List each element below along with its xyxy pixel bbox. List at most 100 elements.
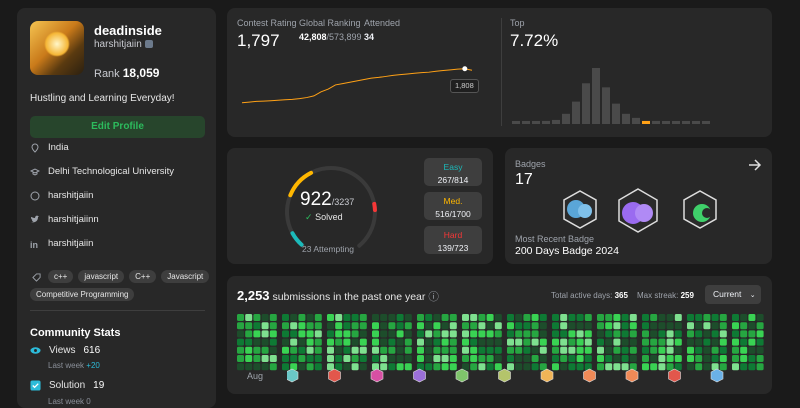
heatmap-cell	[597, 346, 604, 354]
monthly-badge-icon[interactable]	[328, 368, 341, 383]
heatmap-cell	[560, 363, 568, 371]
heatmap-cell	[621, 314, 629, 321]
heatmap-cell	[711, 338, 719, 346]
heatmap-cell	[351, 314, 359, 321]
monthly-badge-icon[interactable]	[710, 368, 724, 383]
heatmap-cell	[666, 322, 674, 330]
heatmap-cell	[507, 322, 514, 330]
github-link[interactable]: harshitjaiin	[30, 190, 93, 201]
heatmap-cell	[552, 346, 559, 354]
histogram-bar	[612, 103, 620, 124]
heatmap-cell	[237, 322, 244, 330]
heatmap-cell	[372, 330, 379, 338]
heatmap-cell	[629, 330, 637, 338]
heatmap-cell	[441, 322, 449, 330]
skill-tag[interactable]: Competitive Programming	[30, 288, 135, 301]
heatmap-cell	[478, 338, 486, 346]
monthly-badge-icon[interactable]	[287, 368, 299, 383]
heatmap-cell	[748, 363, 756, 371]
heatmap-cell	[486, 330, 494, 338]
monthly-badge-icon[interactable]	[498, 368, 511, 383]
heatmap-cell	[306, 322, 314, 330]
heatmap-cell	[605, 363, 613, 371]
heatmap-cell	[674, 338, 682, 346]
monthly-badge-icon[interactable]	[668, 368, 681, 383]
heatmap-cell	[470, 322, 478, 330]
global-ranking-label: Global Ranking	[299, 18, 361, 28]
heatmap-cell	[486, 322, 494, 330]
heatmap-cell	[327, 330, 334, 338]
eye-icon	[30, 347, 41, 354]
heatmap-cell	[523, 355, 531, 362]
monthly-badge-icon[interactable]	[413, 368, 426, 383]
monthly-badge-icon[interactable]	[583, 368, 596, 383]
heatmap-cell	[425, 363, 433, 371]
heatmap-cell	[380, 346, 388, 354]
heatmap-cell	[494, 314, 502, 321]
heatmap-cell	[732, 355, 739, 362]
heatmap-cell	[359, 330, 367, 338]
heatmap-cell	[462, 322, 469, 330]
heatmap-cell	[539, 338, 547, 346]
heatmap-cell	[396, 314, 404, 321]
heatmap-cell	[359, 355, 367, 362]
skill-tag[interactable]: C++	[129, 270, 157, 283]
avatar[interactable]	[30, 21, 84, 75]
contest-rating-value: 1,797	[237, 31, 280, 50]
heatmap-cell	[380, 322, 388, 330]
top-histogram[interactable]	[512, 68, 712, 126]
submission-heatmap[interactable]	[237, 314, 767, 372]
heatmap-cell	[597, 314, 604, 321]
badge-100-days-2023[interactable]	[618, 188, 658, 233]
easy-box[interactable]: Easy 267/814	[424, 158, 482, 186]
linkedin-link[interactable]: in harshitjaiin	[30, 238, 94, 249]
edit-profile-button[interactable]: Edit Profile	[30, 116, 205, 138]
heatmap-cell	[552, 322, 559, 330]
monthly-badge-icon[interactable]	[370, 368, 384, 383]
twitter-link[interactable]: harshitjaiinn	[30, 214, 99, 225]
period-select[interactable]: Current ⌄	[705, 285, 761, 304]
heatmap-cell	[253, 314, 261, 321]
heatmap-cell	[462, 330, 469, 338]
badge-50-days-2024[interactable]	[683, 190, 717, 229]
heatmap-cell	[756, 355, 764, 362]
monthly-badge-icon[interactable]	[540, 368, 554, 383]
heatmap-cell	[462, 363, 469, 371]
heatmap-cell	[396, 363, 404, 371]
heatmap-cell	[245, 363, 253, 371]
arrow-right-icon[interactable]	[748, 159, 762, 171]
monthly-badge-icon[interactable]	[625, 368, 639, 383]
attended-label: Attended	[364, 18, 401, 28]
heatmap-cell	[703, 330, 711, 338]
info-icon[interactable]: ⓘ	[428, 291, 439, 303]
heatmap-cell	[433, 355, 441, 362]
twitter-icon	[31, 215, 39, 222]
badge-2023[interactable]	[563, 190, 597, 229]
heatmap-cell	[290, 363, 298, 371]
heatmap-cell	[269, 338, 277, 346]
solved-count: 922/3237	[300, 189, 355, 210]
active-days: Total active days: 365	[551, 291, 628, 300]
heatmap-cell	[629, 322, 637, 330]
histogram-bar	[602, 87, 610, 124]
heatmap-cell	[425, 322, 433, 330]
hard-box[interactable]: Hard 139/723	[424, 226, 482, 254]
heatmap-cell	[695, 314, 703, 321]
heatmap-cell	[388, 363, 396, 371]
rating-line-chart[interactable]	[237, 63, 487, 118]
heatmap-cell	[314, 346, 322, 354]
heatmap-cell	[404, 346, 412, 354]
histogram-bar	[582, 83, 590, 124]
heatmap-cell	[261, 314, 269, 321]
skill-tag[interactable]: Javascript	[161, 270, 210, 283]
heatmap-cell	[719, 330, 727, 338]
heatmap-cell	[269, 346, 277, 354]
histogram-bar	[552, 119, 560, 124]
heatmap-cell	[658, 314, 666, 321]
monthly-badge-icon[interactable]	[455, 368, 469, 383]
heatmap-cell	[433, 363, 441, 371]
skill-tag[interactable]: javascript	[78, 270, 125, 283]
medium-box[interactable]: Med. 516/1700	[424, 192, 482, 220]
heatmap-cell	[674, 363, 682, 371]
skill-tag[interactable]: c++	[48, 270, 74, 283]
